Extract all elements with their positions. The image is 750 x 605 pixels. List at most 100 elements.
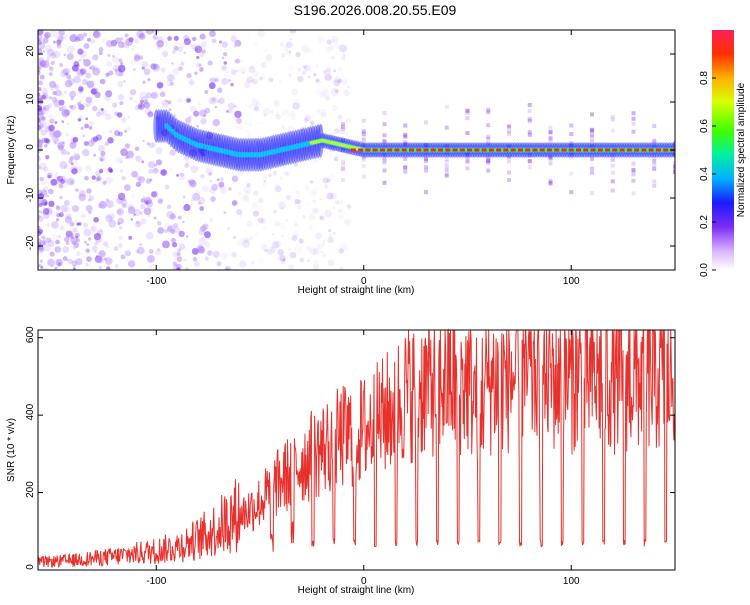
spectrogram-streak bbox=[361, 131, 366, 136]
spectrogram-streak bbox=[631, 129, 636, 134]
spectrogram-cell bbox=[178, 41, 186, 49]
spectrogram-cell bbox=[93, 153, 97, 157]
colorbar-gradient bbox=[712, 30, 734, 270]
spectrogram-cell bbox=[314, 259, 318, 263]
spectrogram-cell bbox=[196, 153, 202, 159]
spectrogram-cell bbox=[60, 92, 65, 97]
spectrogram-cell bbox=[107, 213, 116, 221]
spectrogram-cell bbox=[312, 207, 319, 214]
spectrogram-cell bbox=[93, 30, 101, 39]
spectrogram-cell bbox=[262, 175, 267, 180]
spectrogram-cell bbox=[93, 250, 97, 253]
spectrogram-cell bbox=[146, 142, 150, 146]
spectrogram-cell bbox=[88, 195, 95, 201]
spectrogram-cell bbox=[76, 68, 85, 77]
spectrogram-cell bbox=[178, 172, 182, 176]
spectrogram-cell bbox=[148, 161, 156, 169]
spectrogram-cell bbox=[236, 208, 243, 216]
spectrogram-cell bbox=[62, 68, 70, 76]
spectrogram-cell bbox=[50, 178, 58, 186]
spectrogram-cell bbox=[182, 195, 186, 199]
spectrogram-cell bbox=[221, 65, 227, 71]
spectrogram-cell bbox=[38, 245, 44, 254]
spectrogram-cell bbox=[47, 55, 51, 59]
spectrogram-cell bbox=[91, 87, 99, 95]
spectrogram-cell bbox=[271, 232, 275, 236]
spectrogram-streak bbox=[652, 140, 657, 145]
spectrogram-cell bbox=[76, 33, 85, 42]
spectrogram-cell bbox=[105, 198, 110, 202]
spectrogram-cell bbox=[42, 50, 46, 53]
spectrogram-cell bbox=[248, 66, 256, 74]
spectrogram-cell bbox=[288, 50, 292, 54]
snr-y-tick-label: 400 bbox=[25, 403, 36, 420]
spectrogram-streak bbox=[548, 135, 553, 140]
spectrogram-cell bbox=[246, 169, 252, 175]
spectrogram-cell bbox=[127, 204, 134, 211]
spectrogram-cell bbox=[54, 84, 60, 90]
spectrogram-cell bbox=[274, 157, 282, 164]
spectrogram-cell bbox=[55, 172, 59, 175]
spectrogram-max bbox=[641, 148, 647, 152]
spectrogram-cell bbox=[246, 75, 254, 84]
spectrogram-cell bbox=[38, 31, 42, 35]
spectrogram-cell bbox=[245, 129, 249, 133]
spectrogram-cell bbox=[100, 150, 106, 157]
spectrogram-cell bbox=[155, 147, 163, 155]
spectrogram-cell bbox=[163, 228, 169, 234]
spectrogram-cell bbox=[117, 94, 125, 101]
spectrogram-streak bbox=[424, 165, 429, 170]
spectrogram-cell bbox=[299, 152, 308, 161]
spectrogram-streak bbox=[673, 169, 675, 174]
spectrogram-cell bbox=[167, 36, 172, 41]
spectrogram-cell bbox=[169, 81, 174, 86]
spectrogram-cell bbox=[315, 78, 320, 83]
spectrogram-cell bbox=[64, 72, 68, 76]
spectrogram-cell bbox=[218, 97, 225, 105]
spectrogram-cell bbox=[75, 238, 81, 243]
spectrogram-cell bbox=[308, 224, 314, 230]
spectrogram-cell bbox=[315, 232, 323, 240]
spectrogram-cell bbox=[267, 38, 270, 41]
spectrogram-cell bbox=[71, 236, 74, 240]
spectrogram-cell bbox=[321, 88, 330, 97]
spectrogram-cell bbox=[248, 103, 254, 109]
spectrogram-streak bbox=[382, 111, 387, 116]
spectrogram-cell bbox=[47, 258, 55, 267]
spectrogram-cell bbox=[280, 259, 286, 265]
spectrogram-cell bbox=[192, 256, 198, 262]
spectrogram-cell bbox=[178, 230, 185, 238]
spectrogram-cell bbox=[308, 124, 315, 131]
spectrogram-cell bbox=[52, 233, 59, 240]
spectrogram-cell bbox=[70, 236, 78, 245]
spectrogram-cell bbox=[117, 221, 121, 226]
spectrogram-cell bbox=[38, 43, 42, 46]
spectrogram-cell bbox=[166, 80, 173, 87]
spectrogram-cell bbox=[55, 205, 61, 211]
spectrogram-max bbox=[445, 148, 451, 152]
spectrogram-cell bbox=[169, 213, 176, 220]
spectrogram-streak bbox=[548, 130, 553, 135]
spectrogram-cell bbox=[346, 33, 350, 37]
spectrogram-cell bbox=[38, 94, 43, 103]
spectrogram-streak bbox=[569, 141, 574, 146]
spectrogram-cell bbox=[40, 199, 48, 206]
spectrogram-streak bbox=[652, 124, 657, 129]
spectrogram-cell bbox=[38, 203, 43, 208]
spectrogram-cell bbox=[193, 110, 200, 117]
spectrogram-cell bbox=[226, 70, 230, 74]
spectrogram-cell bbox=[78, 58, 82, 62]
spectrogram-cell bbox=[211, 97, 217, 102]
spectrogram-cell bbox=[147, 111, 154, 118]
spectrogram-cell bbox=[45, 142, 49, 146]
spectrogram-cell bbox=[117, 64, 126, 73]
spectrogram-cell bbox=[131, 193, 136, 198]
spectrogram-cell bbox=[294, 198, 300, 205]
spectrogram-max bbox=[474, 148, 480, 152]
spectrogram-cell bbox=[256, 223, 260, 227]
spectrogram-cell bbox=[122, 202, 128, 208]
spectrogram-streak bbox=[673, 161, 675, 166]
spectrogram-cell bbox=[90, 65, 95, 70]
spectrogram-cell bbox=[292, 102, 300, 110]
spectrogram-cell bbox=[38, 215, 44, 223]
